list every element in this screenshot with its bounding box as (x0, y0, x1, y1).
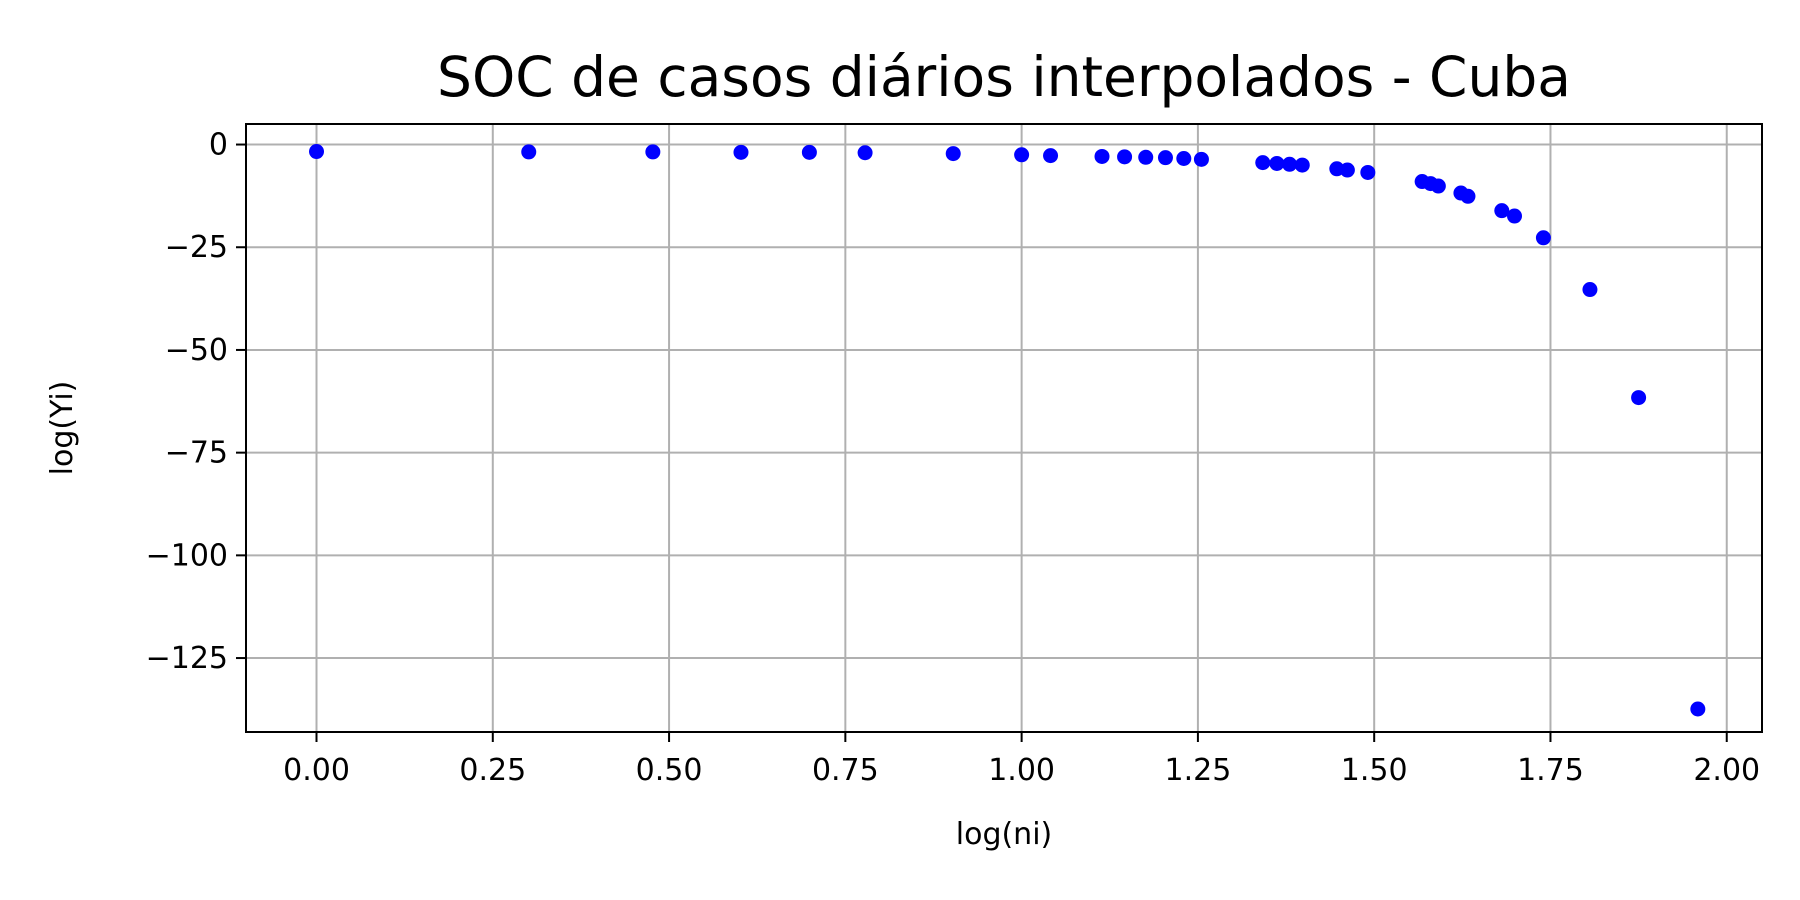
plot-area-frame (245, 123, 1763, 733)
data-point (1269, 155, 1285, 171)
x-tick-label: 1.50 (1341, 753, 1408, 788)
data-point (801, 144, 817, 160)
y-axis-label: log(Yi) (45, 381, 80, 476)
y-tick-label: −25 (165, 230, 228, 265)
y-tick-label: −125 (146, 641, 228, 676)
data-point (1014, 147, 1030, 163)
x-axis-label: log(ni) (956, 817, 1053, 852)
y-tick-label: 0 (209, 128, 228, 163)
data-point (1157, 150, 1173, 166)
x-axis-ticks: 0.00 0.25 0.50 0.75 1.00 1.25 1.50 1.75 2.00 (283, 732, 1760, 788)
data-point (1460, 188, 1476, 204)
x-tick-label: 1.25 (1165, 753, 1232, 788)
data-point (945, 146, 961, 162)
data-point (1339, 162, 1355, 178)
data-point (1690, 701, 1706, 717)
data-point (1193, 151, 1209, 167)
x-tick-label: 1.75 (1517, 753, 1584, 788)
x-tick-label: 0.25 (459, 753, 526, 788)
grid-lines (246, 124, 1762, 732)
data-point (1535, 230, 1551, 246)
x-tick-label: 0.00 (283, 753, 350, 788)
data-points (309, 144, 1706, 717)
data-point (857, 145, 873, 161)
data-point (1176, 151, 1192, 167)
data-point (1138, 149, 1154, 165)
data-point (645, 144, 661, 160)
x-tick-label: 0.75 (812, 753, 879, 788)
data-point (1430, 178, 1446, 194)
y-tick-label: −50 (165, 333, 228, 368)
data-point (1282, 156, 1298, 172)
data-point (1255, 155, 1271, 171)
data-point (1094, 148, 1110, 164)
y-tick-label: −100 (146, 538, 228, 573)
data-point (1507, 208, 1523, 224)
data-point (1631, 390, 1647, 406)
data-point (1360, 164, 1376, 180)
data-point (1043, 148, 1059, 164)
y-tick-label: −75 (165, 436, 228, 471)
y-axis-ticks: 0 −25 −50 −75 −100 −125 (146, 128, 246, 676)
x-tick-label: 2.00 (1693, 753, 1760, 788)
x-tick-label: 0.50 (636, 753, 703, 788)
data-point (733, 144, 749, 160)
data-point (1494, 203, 1510, 219)
data-point (1294, 157, 1310, 173)
x-tick-label: 1.00 (988, 753, 1055, 788)
chart-title: SOC de casos diários interpolados - Cuba (437, 45, 1571, 109)
data-point (309, 144, 325, 160)
data-point (1117, 149, 1133, 165)
data-point (1582, 282, 1598, 298)
data-point (521, 144, 537, 160)
